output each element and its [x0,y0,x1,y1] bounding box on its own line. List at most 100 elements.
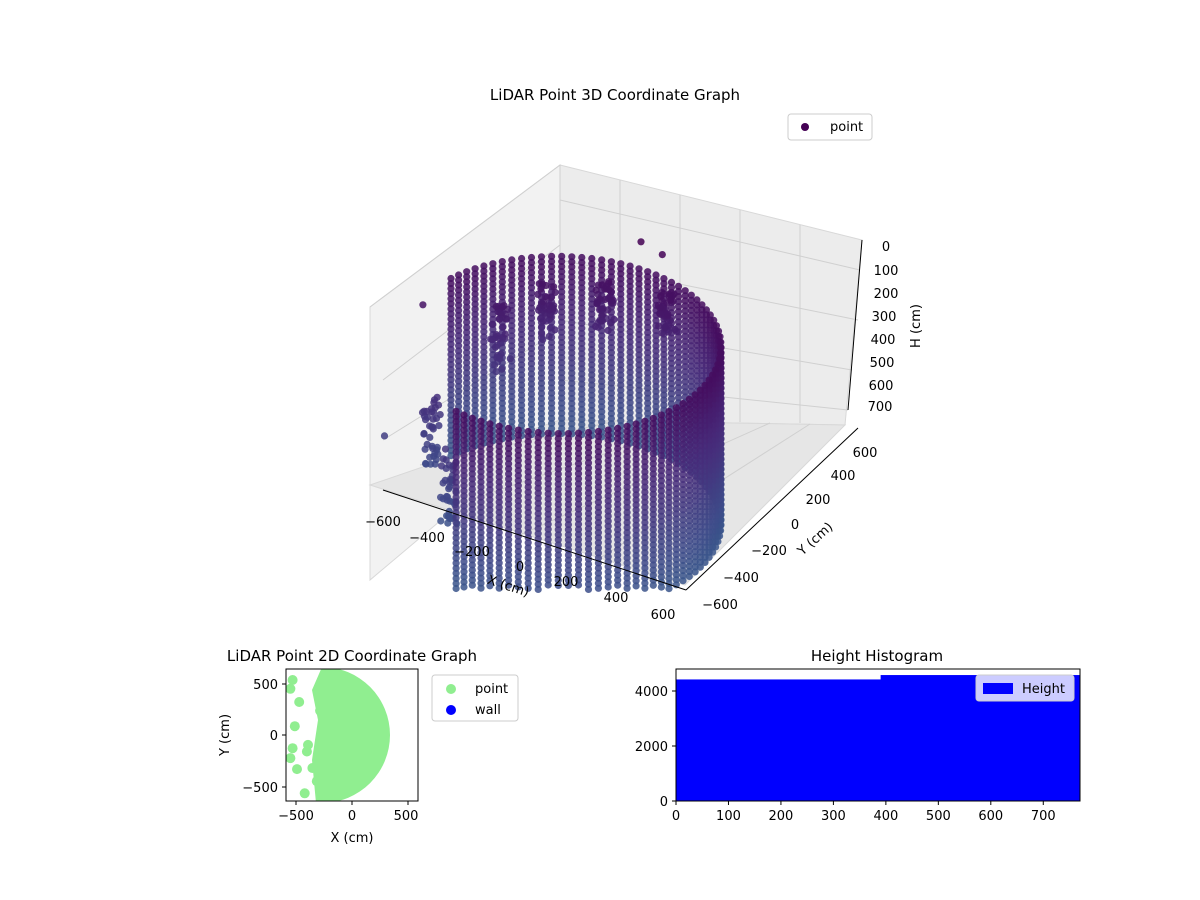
lidar-point [681,297,689,305]
lidar-point [518,371,526,379]
lidar-point [665,418,673,426]
lidar-point [554,561,562,569]
lidar-point [679,541,687,549]
z-tick-label: 500 [870,356,895,371]
lidar-point [649,556,657,564]
lidar-point [439,455,447,463]
lidar-point [652,387,660,395]
lidar-point [514,477,522,485]
lidar-point [685,446,693,454]
lidar-point [455,392,463,400]
lidar-point [505,576,513,584]
lidar-point [564,521,573,529]
lidar-point [554,475,562,483]
legend-3d: point [787,113,873,141]
lidar-point [537,344,546,352]
lidar-point [460,558,468,566]
lidar-point [480,383,488,392]
lidar-point [574,465,583,473]
lidar-point [544,576,552,584]
lidar-point [696,467,704,475]
lidar-point [489,270,497,278]
lidar-point [505,470,513,478]
lidar-point [652,392,660,401]
lidar-point [652,372,660,380]
lidar-point [463,283,471,291]
y-tick-label-2d: −500 [242,781,278,796]
lidar-point [518,335,526,344]
lidar-point [681,373,689,381]
histogram-y-tick-label: 0 [660,795,668,810]
lidar-point [477,432,485,440]
lidar-point [452,478,460,486]
lidar-point [632,450,640,458]
x-tick-label-2d: 0 [348,809,356,824]
lidar-point [691,452,699,460]
lidar-point [534,494,542,502]
lidar-point [544,515,552,523]
lidar-point [463,404,471,412]
y-axis-line [685,427,859,591]
lidar-point [641,518,649,527]
lidar-point [623,539,631,547]
lidar-point [626,389,634,397]
lidar-point [672,459,680,467]
lidar-point [564,510,573,519]
lidar-point [679,511,687,519]
lidar-point [498,414,506,423]
lidar-point [554,556,562,564]
histogram-y-tick-label: 2000 [635,740,668,755]
lidar-point [604,517,612,525]
lidar-point [649,531,657,539]
lidar-point [641,422,649,430]
lidar-point [505,439,513,448]
lidar-point [641,417,649,425]
lidar-point [617,300,625,308]
lidar-point [495,564,503,572]
lidar-point [463,354,471,362]
legend-3d-frame [787,113,873,141]
lidar-point [665,458,673,466]
lidar-point [518,310,526,318]
lidar-point [568,253,576,261]
lidar-point [554,470,562,478]
lidar-point [665,539,673,547]
lidar-point [548,364,556,372]
lidar-point [657,482,666,490]
lidar-point [696,492,704,500]
lidar-point [486,425,494,433]
lidar-point [578,319,586,327]
lidar-point [584,499,593,507]
lidar-point [594,554,603,562]
lidar-point [652,286,660,294]
lidar-point [460,472,468,480]
z-axis-line [847,239,863,411]
lidar-point [714,360,722,368]
lidar-point [452,493,460,501]
lidar-point [489,396,497,404]
lidar-point [635,315,643,323]
lidar-point [468,455,476,463]
lidar-point [672,571,680,579]
lidar-point [480,333,488,341]
lidar-point [657,497,666,505]
lidar-point [656,304,664,312]
lidar-point [693,296,701,304]
lidar-point [667,344,676,352]
lidar-point [584,580,593,588]
lidar-point [635,270,643,278]
lidar-point [717,338,725,346]
lidar-point [617,310,625,318]
lidar-point [698,301,706,309]
lidar-point [501,330,509,338]
lidar-point [548,257,556,266]
lidar-point [542,281,550,290]
lidar-point [505,480,513,488]
lidar-point [652,342,660,350]
lidar-point [505,500,513,508]
lidar-point [468,556,476,564]
lidar-point [685,502,693,510]
lidar-point [477,513,485,522]
lidar-point [672,535,680,543]
lidar-point [550,283,558,291]
